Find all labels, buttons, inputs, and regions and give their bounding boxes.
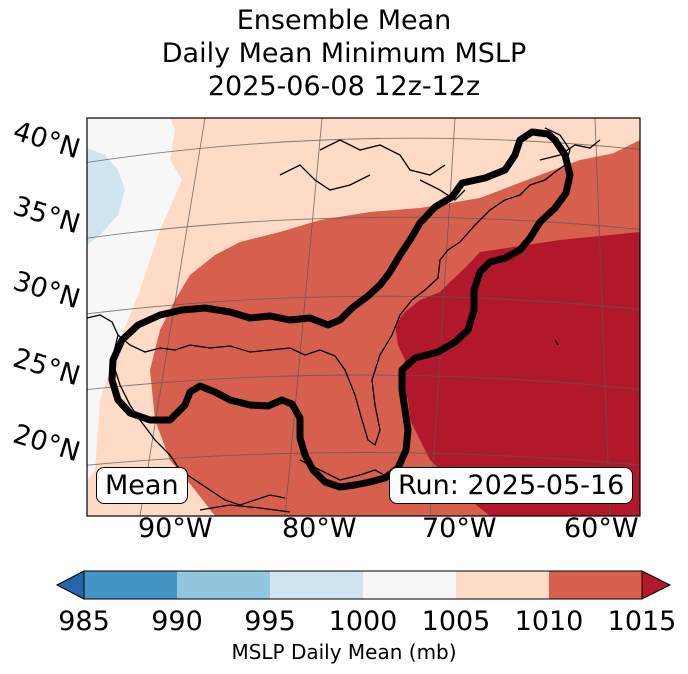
colorbar: [55, 570, 672, 600]
mslp-1015-plus-region: [395, 232, 640, 516]
lon-label-80w: 80°W: [282, 513, 357, 544]
colorbar-tick-990: 990: [151, 606, 203, 637]
map-panel: [87, 118, 640, 516]
colorbar-tick-1010: 1010: [514, 606, 584, 637]
colorbar-segment-1005-1010: [456, 571, 549, 599]
colorbar-over-extend: [641, 570, 672, 600]
lon-label-60w: 60°W: [564, 513, 639, 544]
colorbar-segment-1000-1005: [363, 571, 456, 599]
mslp-995-1000-region: [87, 148, 125, 245]
map-frame: [86, 117, 641, 517]
colorbar-segment-990-995: [177, 571, 270, 599]
graticule: [87, 118, 640, 516]
colorbar-label: MSLP Daily Mean (mb): [231, 640, 457, 664]
colorbar-under-extend: [55, 570, 85, 600]
title-line-2: Daily Mean Minimum MSLP: [161, 38, 527, 69]
colorbar-segment-1010-1015: [549, 571, 642, 599]
mslp-1010-1015-northeast-patch: [560, 140, 640, 190]
title-line-3: 2025-06-08 12z-12z: [207, 71, 481, 102]
colorbar-segment-985-990: [84, 571, 177, 599]
colorbar-tick-1015: 1015: [607, 606, 677, 637]
colorbar-tick-985: 985: [58, 606, 110, 637]
run-date-box: Run: 2025-05-16: [389, 467, 634, 504]
colorbar-segment-995-1000: [270, 571, 363, 599]
lon-label-70w: 70°W: [422, 513, 497, 544]
mslp-contour-1000mb: [108, 128, 574, 491]
title-line-1: Ensemble Mean: [236, 5, 452, 36]
colorbar-tick-1000: 1000: [328, 606, 398, 637]
mean-label-box: Mean: [96, 467, 188, 504]
colorbar-tick-995: 995: [244, 606, 296, 637]
colorbar-frame: [83, 570, 643, 600]
lon-label-90w: 90°W: [138, 513, 213, 544]
colorbar-tick-1005: 1005: [421, 606, 491, 637]
